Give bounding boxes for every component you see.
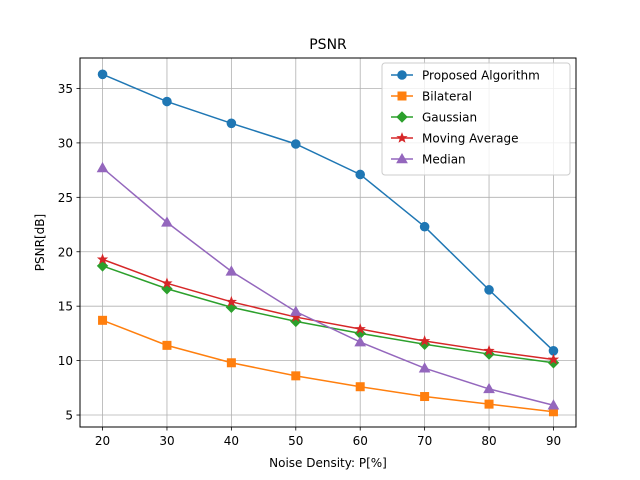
legend-label-bilateral: Bilateral [422,90,472,104]
x-tick-label: 60 [353,434,368,448]
legend-entry-median: Median [391,153,466,167]
y-axis-label: PSNR[dB] [33,214,47,271]
series-line-median [102,167,554,406]
series-moving-average [96,253,560,365]
data-point-proposed-algorithm [290,139,301,149]
data-point-moving-average [483,344,495,356]
data-point-moving-average [418,335,431,346]
data-point-bilateral [98,315,108,325]
data-point-median [547,399,560,410]
y-tick-label: 35 [58,82,73,96]
data-point-moving-average [547,353,560,365]
axis-ticks: 20 30 40 50 60 70 80 90 5 10 15 20 25 30 35 [58,82,561,448]
data-point-moving-average [225,295,238,307]
series-proposed-algorithm [97,69,559,356]
x-axis-label: Noise Density: P[%] [269,456,387,470]
data-point-proposed-algorithm [162,96,172,107]
legend-label-proposed-algorithm: Proposed Algorithm [422,69,540,83]
data-point-median [225,265,238,276]
x-tick-label: 70 [417,434,432,448]
y-tick-label: 5 [65,409,73,423]
data-point-moving-average [96,253,109,265]
series-layer [96,69,560,417]
plot-frame [79,57,577,428]
data-point-proposed-algorithm [226,118,237,129]
data-point-bilateral [162,340,172,350]
legend-entry-proposed-algorithm: Proposed Algorithm [391,69,540,83]
legend-entry-moving-average: Moving Average [391,132,518,146]
y-tick-label: 30 [58,136,73,150]
data-point-bilateral [226,358,236,368]
y-tick-label: 25 [58,191,73,205]
data-point-proposed-algorithm [97,69,108,80]
legend-entry-gaussian: Gaussian [391,111,477,125]
legend-marker-proposed-algorithm [397,70,407,80]
legend-marker-bilateral [397,91,407,101]
series-bilateral [98,315,558,417]
series-line-bilateral [102,319,554,413]
data-point-moving-average [354,323,366,334]
data-point-bilateral [420,392,430,402]
legend: Proposed Algorithm Bilateral Gaussian Movin… [381,62,571,176]
data-point-median [96,161,109,173]
y-tick-label: 20 [58,245,73,259]
legend-entry-bilateral: Bilateral [391,90,472,104]
legend-label-median: Median [422,153,466,167]
y-tick-label: 10 [58,354,73,368]
data-point-median [161,216,173,227]
legend-marker-median [396,152,408,164]
data-point-bilateral [484,399,494,409]
x-tick-label: 20 [95,434,110,448]
x-tick-label: 50 [288,434,303,448]
data-point-proposed-algorithm [355,169,366,180]
x-tick-label: 30 [159,434,174,448]
x-tick-label: 80 [481,434,496,448]
data-point-median [418,362,431,373]
legend-marker-moving-average [396,132,408,143]
data-point-median [289,305,302,316]
data-point-median [483,382,495,394]
x-tick-label: 90 [546,434,561,448]
data-point-gaussian [547,357,560,369]
x-tick-label: 40 [224,434,239,448]
legend-label-gaussian: Gaussian [422,111,477,125]
legend-marker-gaussian [396,111,408,123]
data-point-proposed-algorithm [484,285,494,295]
series-median [96,161,560,410]
data-point-moving-average [161,277,173,289]
legend-label-moving-average: Moving Average [422,132,518,146]
data-point-median [354,336,367,347]
data-point-bilateral [355,382,365,392]
data-point-proposed-algorithm [419,221,430,232]
legend-box [381,62,571,176]
chart-title: PSNR [309,37,347,53]
series-line-proposed-algorithm [102,73,554,352]
y-tick-label: 15 [58,300,73,314]
data-point-bilateral [291,371,301,381]
series-line-moving-average [102,258,554,361]
